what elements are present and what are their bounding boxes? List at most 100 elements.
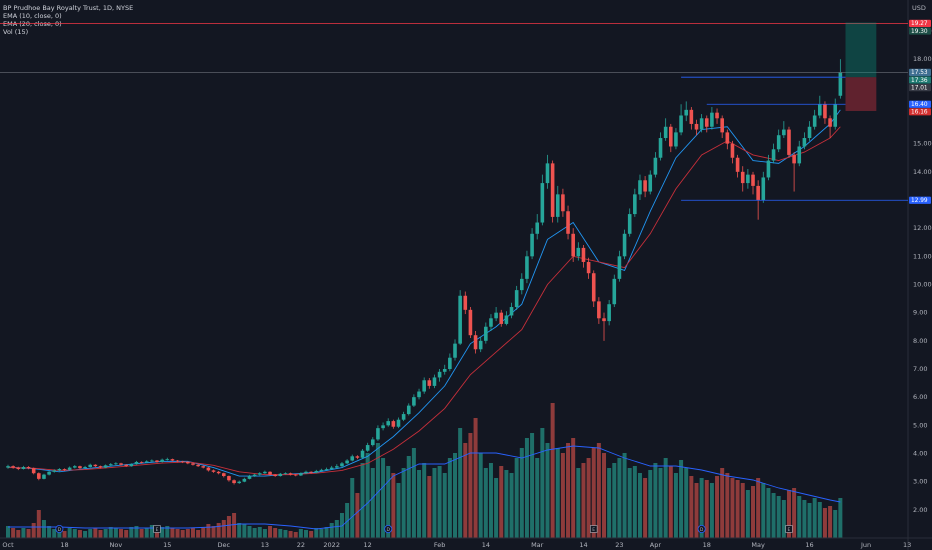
candle-body [591,273,596,302]
y-tick-label: 2.00 [913,506,927,514]
price-tag [909,100,931,108]
candle-body [812,115,817,127]
volume-bar [257,527,262,538]
candle-body [571,233,575,257]
candle-body [586,261,591,274]
volume-bar [478,453,483,538]
y-tick-label: 6.00 [913,393,927,401]
candle-body [232,480,236,484]
candle-body [88,464,93,468]
volume-bar [57,530,62,538]
x-tick-label: Dec [218,541,231,549]
volume-bar [41,520,46,538]
volume-bar [725,473,730,538]
volume-bar [247,526,252,538]
candle-body [329,467,334,469]
volume-bar [812,498,817,538]
candle-body [263,471,267,474]
y-tick-label: 3.00 [913,478,927,486]
candle-body [761,177,766,200]
candle-body [417,391,421,398]
y-tick-label: 10.00 [913,280,932,288]
candle-body [129,464,134,467]
candle-body [663,126,668,139]
candle-body [627,214,632,234]
volume-bar [822,508,827,538]
candle-body [581,247,586,262]
candle-body [237,481,242,484]
volume-bar [36,510,41,538]
x-tick-label: 13 [261,541,269,549]
candle-body [31,468,36,474]
volume-bar [268,526,273,538]
candle-body [93,464,98,467]
candle-body [699,118,704,130]
candle-body [771,149,776,161]
candle-body [268,471,272,475]
volume-bar [21,528,26,538]
volume-bar [704,480,709,538]
volume-bar [545,443,550,538]
volume-bar [709,483,714,538]
volume-bar [201,527,206,538]
volume-bar [781,500,786,538]
candle-body [648,174,653,192]
candle-body [57,468,62,471]
volume-bar [278,529,283,538]
volume-bar [828,506,833,538]
event-icon [153,525,161,533]
volume-bar [699,478,704,538]
volume-bar [288,531,293,538]
volume-bar [386,466,391,538]
candle-body [694,123,699,130]
candle-body [150,460,154,462]
volume-bar [740,483,745,538]
candle-body [463,295,468,310]
candle-body [78,466,82,469]
event-icon [384,525,393,534]
volume-bar [632,466,637,538]
candle-body [802,138,807,147]
event-label: D [700,527,704,533]
candle-body [782,129,786,136]
volume-bar [149,525,154,538]
candle-body [473,335,478,350]
event-label: E [592,527,595,533]
chart-title: BP Prudhoe Bay Royalty Trust, 1D, NYSE [3,4,133,12]
candle-body [679,115,683,133]
candle-body [555,194,560,217]
candle-body [360,450,365,458]
candle-body [442,368,447,372]
volume-bar [360,463,365,538]
candle-body [715,112,719,119]
candle-body [114,463,118,465]
candle-body [658,138,663,158]
volume-bar [566,443,571,538]
candle-body [530,233,534,257]
candle-body [478,340,483,350]
candle-body [376,428,380,440]
volume-bar [663,458,668,538]
x-tick-label: 13 [903,541,911,549]
plot-area [6,59,843,538]
y-tick-label: 18.00 [913,55,932,63]
candle-body [489,318,493,327]
candle-body [545,163,550,184]
candle-body [818,104,822,116]
candle-body [484,326,488,341]
event-icon [55,525,64,534]
candle-body [561,194,565,212]
candle-body [730,143,735,158]
x-tick-label: Nov [110,541,123,549]
candle-body [62,468,67,470]
candle-body [370,439,375,446]
candle-body [792,154,796,164]
volume-bar [807,503,812,538]
candle-body [345,460,349,464]
volume-bar [396,483,401,538]
candle-body [160,459,164,462]
event-icon [590,525,598,533]
volume-bar [637,473,642,538]
volume-bar [252,528,257,538]
